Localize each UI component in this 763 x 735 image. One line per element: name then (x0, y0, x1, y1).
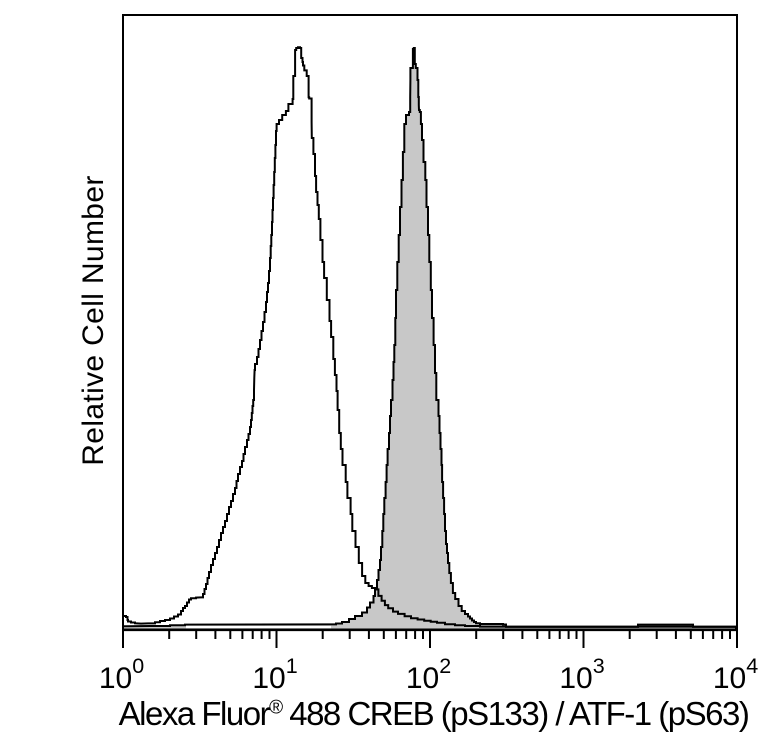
svg-text:Relative Cell Number: Relative Cell Number (77, 175, 110, 465)
svg-text:Alexa Fluor® 488 CREB (pS133): Alexa Fluor® 488 CREB (pS133) / ATF-1 (p… (119, 695, 749, 732)
